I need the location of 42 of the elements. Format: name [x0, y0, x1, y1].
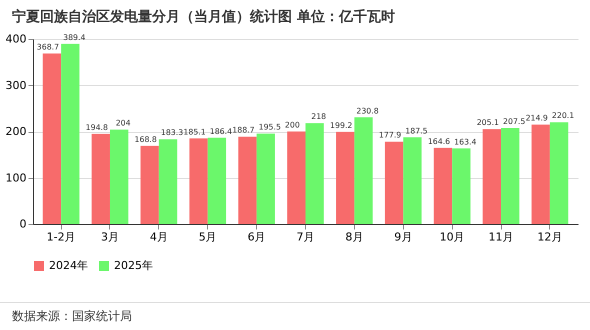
x-tick-label: 3月 [100, 230, 119, 244]
source-note: 数据来源：国家统计局 [12, 308, 132, 325]
x-tick-label: 5月 [198, 230, 217, 244]
y-tick-label: 300 [6, 78, 26, 92]
bar [158, 139, 178, 224]
bar [92, 134, 110, 224]
bar [61, 44, 80, 224]
bar [550, 122, 568, 224]
bar [532, 124, 550, 224]
x-tick-label: 8月 [345, 230, 364, 244]
bar [306, 123, 324, 224]
y-tick-label: 100 [6, 171, 26, 184]
bar [354, 117, 373, 224]
bar [403, 137, 422, 224]
legend-label: 2024年 [49, 259, 88, 272]
bar [482, 129, 502, 224]
legend-label: 2025年 [114, 259, 153, 272]
y-tick-label: 200 [6, 125, 26, 138]
bar [501, 128, 520, 224]
x-tick-label: 9月 [394, 230, 412, 244]
bar [140, 146, 159, 224]
bar [256, 134, 275, 224]
bar [42, 53, 62, 224]
x-tick-label: 1-2月 [46, 230, 76, 244]
bar [189, 138, 208, 224]
bar [336, 132, 354, 224]
bar [238, 136, 257, 224]
x-tick-label: 4月 [150, 230, 168, 244]
y-tick-label: 0 [20, 218, 26, 230]
x-tick-label: 11月 [488, 230, 514, 244]
bar [110, 130, 128, 224]
bar [452, 148, 470, 224]
x-tick-label: 10月 [440, 230, 465, 244]
x-tick-label: 7月 [296, 230, 314, 244]
y-tick-label: 400 [6, 32, 26, 46]
bar [434, 148, 452, 224]
bar [384, 142, 404, 224]
bar [287, 132, 306, 224]
chart-title: 宁夏回族自治区发电量分月（当月值）统计图 单位：亿千瓦时 [12, 8, 395, 26]
bar [208, 138, 226, 224]
x-tick-label: 12月 [537, 230, 562, 244]
x-tick-label: 6月 [248, 230, 266, 244]
